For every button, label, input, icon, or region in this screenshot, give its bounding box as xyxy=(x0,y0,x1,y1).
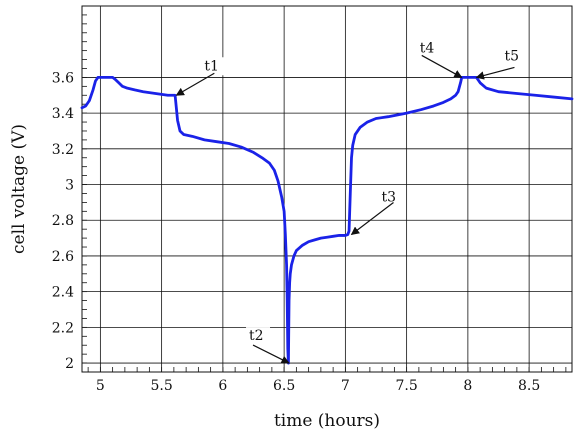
annotation-label-bg xyxy=(378,188,403,207)
y-tick-label: 2.4 xyxy=(52,285,74,301)
y-tick-label: 3.2 xyxy=(52,142,74,158)
x-tick-label: 6.5 xyxy=(273,378,295,394)
x-tick-label: 5.5 xyxy=(150,378,172,394)
annotation-label: t2 xyxy=(249,328,264,344)
annotation-t2: t2 xyxy=(246,327,290,364)
y-tick-label: 3.4 xyxy=(52,106,74,122)
annotation-arrow xyxy=(421,54,463,78)
x-tick-label: 7 xyxy=(341,378,350,394)
annotation-layer: t1 t2 t3 t4 t5 xyxy=(175,39,526,364)
annotation-label-bg xyxy=(246,327,271,346)
annotation-label: t3 xyxy=(382,190,397,206)
annotation-label: t4 xyxy=(420,40,435,56)
x-tick-label: 7.5 xyxy=(395,378,417,394)
x-tick-label: 8.5 xyxy=(518,378,540,394)
series-layer xyxy=(80,76,574,365)
axes: 5 5.5 6 6.5 7 7.5 8 8.5 2 2.2 2.4 2.6 2.8 3 3.2 3.4 3.6 xyxy=(52,5,573,394)
x-tick-label: 6 xyxy=(218,378,227,394)
annotation-t4: t4 xyxy=(416,39,463,78)
x-axis-title: time (hours) xyxy=(274,411,380,431)
annotation-label-bg xyxy=(201,57,226,76)
annotation-arrow xyxy=(350,202,394,236)
y-tick-label: 2 xyxy=(65,356,74,372)
grid-lines xyxy=(82,6,572,372)
y-tick-label: 3.6 xyxy=(52,70,74,86)
annotation-arrow xyxy=(175,72,215,96)
annotation-label-bg xyxy=(416,39,441,58)
annotation-label: t5 xyxy=(504,48,519,64)
annotation-t5: t5 xyxy=(475,47,526,80)
x-tick-label: 8 xyxy=(463,378,472,394)
y-axis-title: cell voltage (V) xyxy=(9,124,29,254)
annotation-label-bg xyxy=(501,47,526,66)
x-tick-label: 5 xyxy=(96,378,105,394)
annotation-t1: t1 xyxy=(175,57,226,96)
series-line-0 xyxy=(80,76,574,365)
annotation-arrow xyxy=(252,344,290,364)
annotation-t3: t3 xyxy=(350,188,403,236)
y-tick-label: 3 xyxy=(65,178,74,194)
y-tick-label: 2.8 xyxy=(52,213,74,229)
y-tick-label: 2.2 xyxy=(52,320,74,336)
annotation-label: t1 xyxy=(204,58,219,74)
plot-frame xyxy=(81,5,573,373)
label-layer: time (hours) cell voltage (V) xyxy=(9,124,380,431)
annotation-arrow xyxy=(475,66,515,80)
y-tick-label: 2.6 xyxy=(52,249,74,265)
